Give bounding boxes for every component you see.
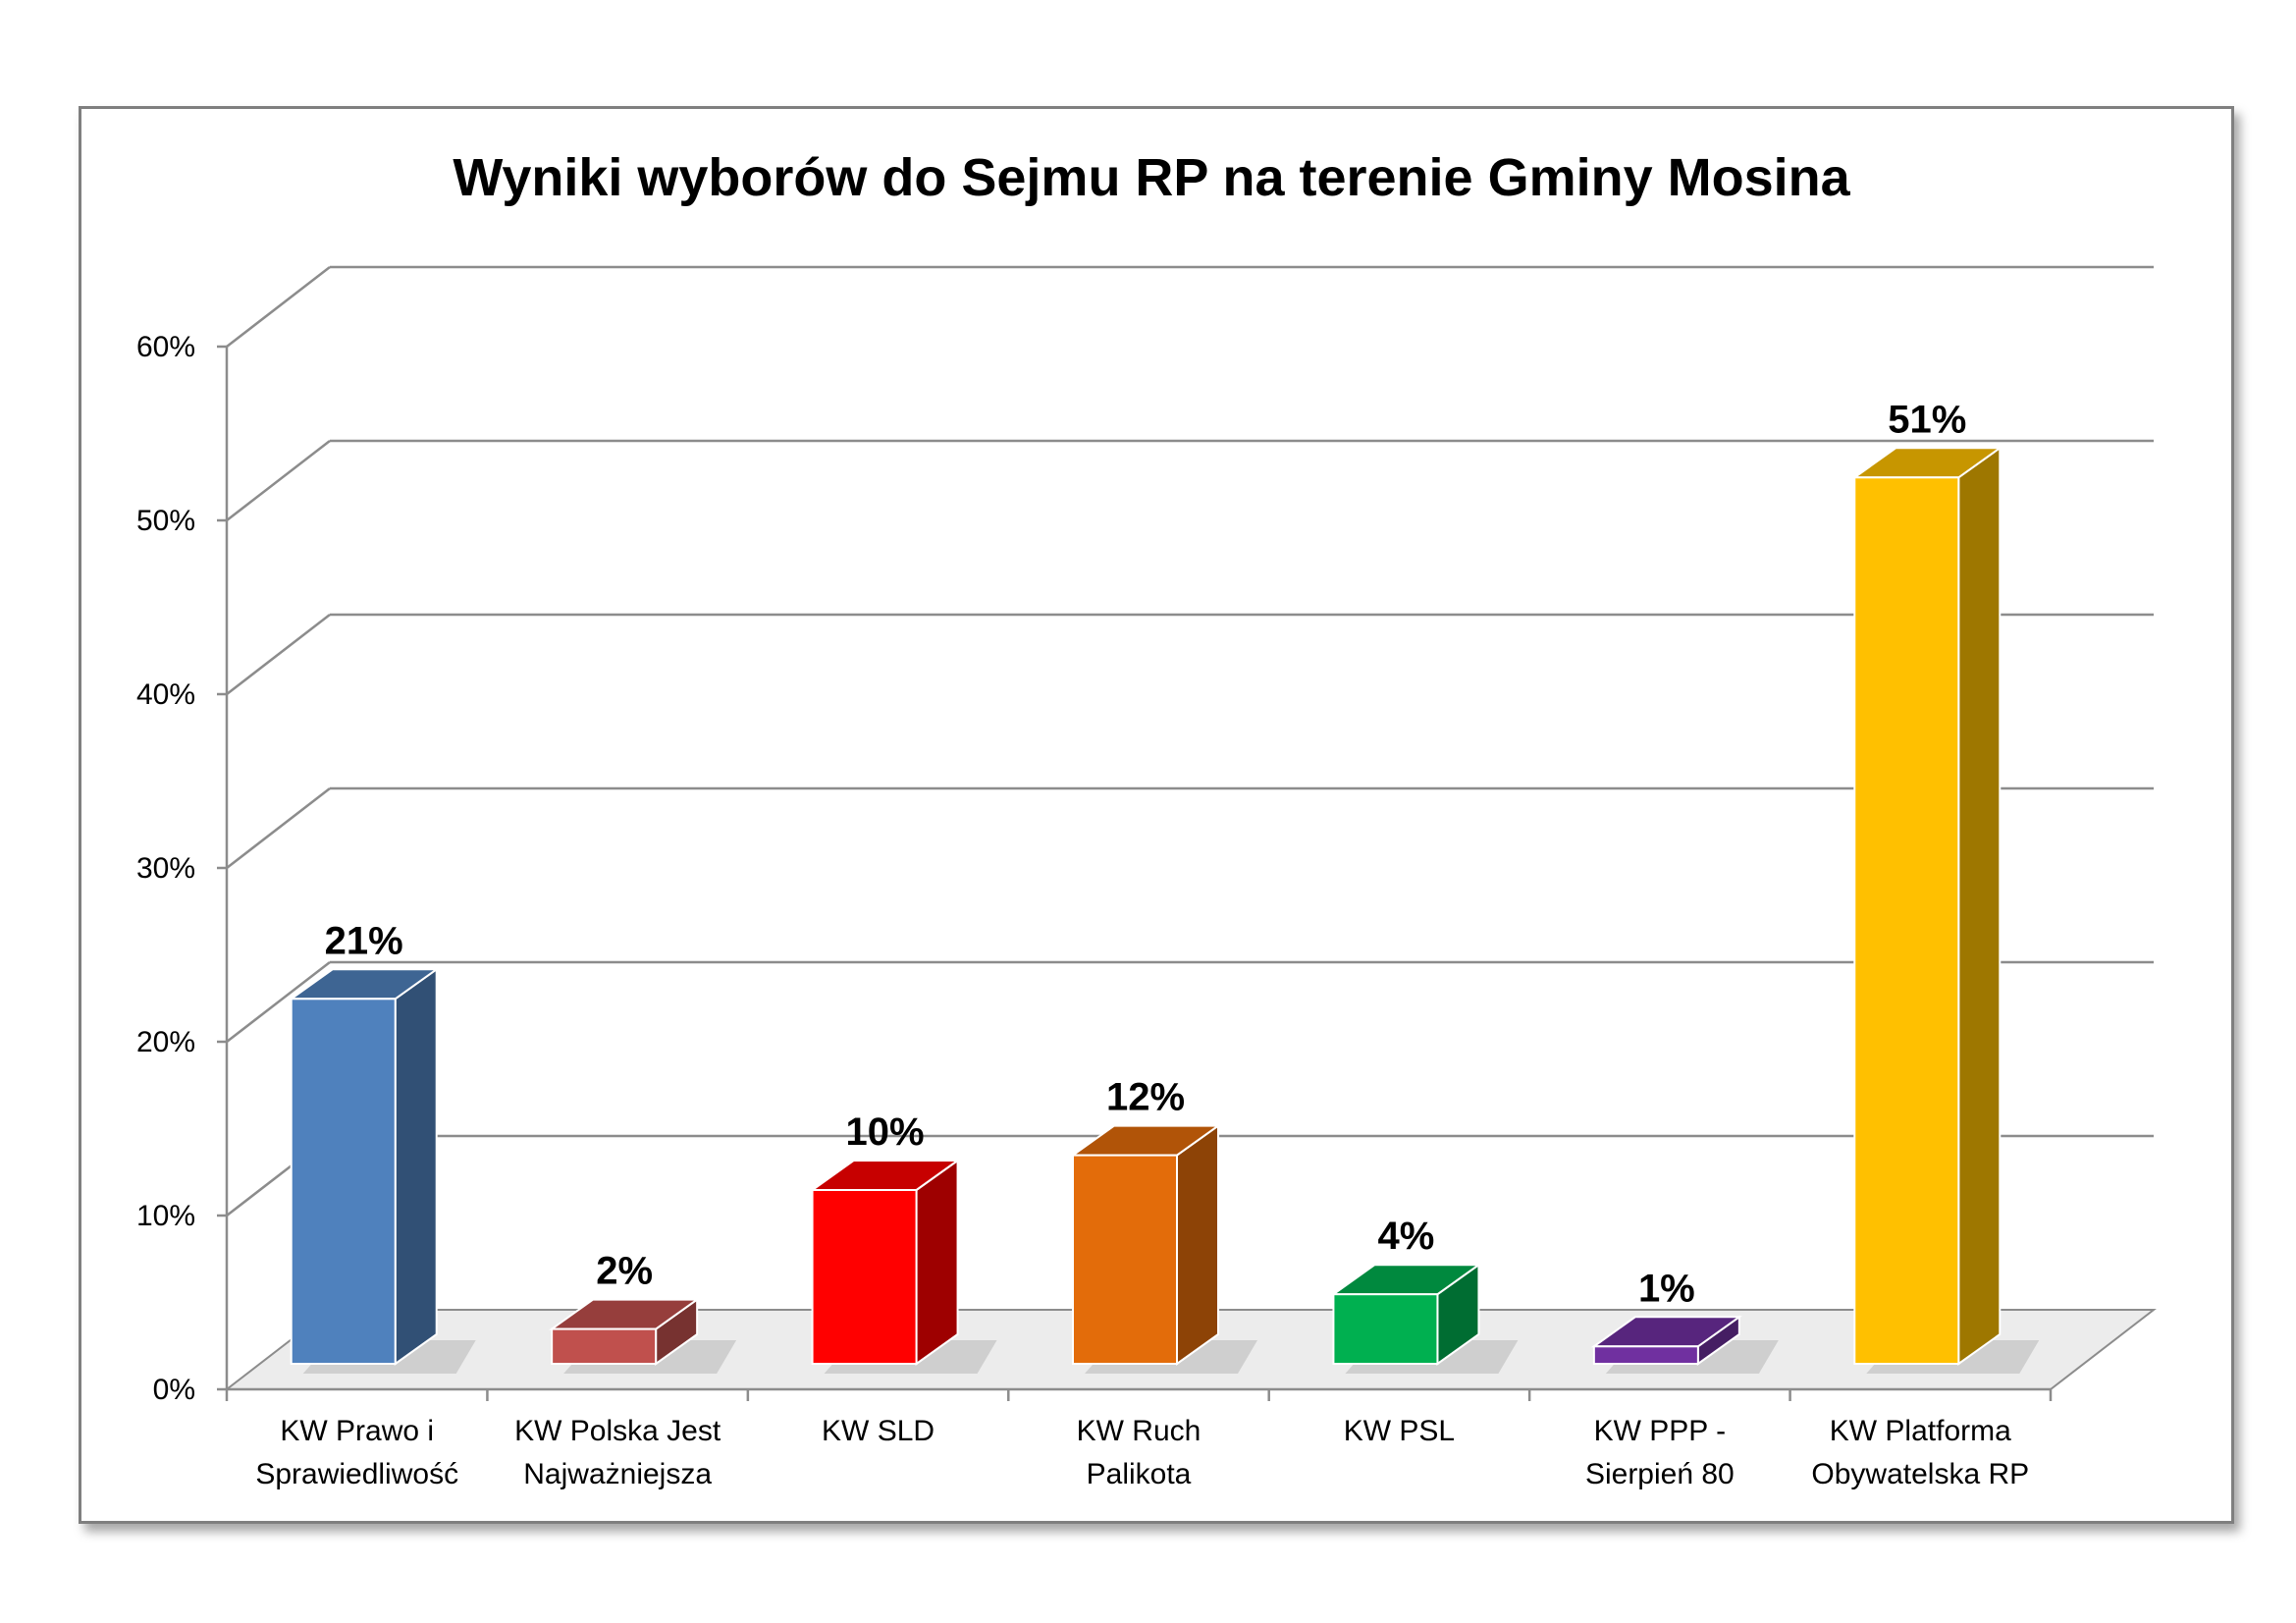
- y-tick-labels: 0% 10% 20% 30% 40% 50% 60%: [136, 331, 195, 1406]
- bar-6: [1590, 1315, 1779, 1374]
- y-tick-label: 20%: [136, 1026, 195, 1058]
- category-label-line: KW SLD: [822, 1415, 934, 1447]
- category-labels: KW Prawo i Sprawiedliwość KW Polska Jest Na…: [255, 1415, 2029, 1490]
- value-label: 51%: [1888, 398, 1966, 441]
- category-label: KW Prawo i Sprawiedliwość: [255, 1415, 458, 1490]
- category-label: KW PSL: [1344, 1415, 1455, 1447]
- category-label: KW Platforma Obywatelska RP: [1811, 1415, 2029, 1490]
- value-label: 1%: [1638, 1267, 1695, 1310]
- category-label-line: Palikota: [1087, 1458, 1192, 1490]
- bar-front: [551, 1327, 658, 1365]
- bars: [288, 446, 2040, 1374]
- bar-2: [549, 1297, 737, 1374]
- bar-3: [809, 1159, 997, 1374]
- bar-chart: 0%10%20%30%40%50%60% 21%2%10%12%4%1%51% …: [136, 148, 2157, 1490]
- category-label-line: KW Platforma: [1830, 1415, 2011, 1447]
- category-label-line: KW Ruch: [1077, 1415, 1201, 1447]
- bar-front: [1592, 1345, 1699, 1366]
- y-tick-label: 60%: [136, 331, 195, 363]
- category-label: KW Ruch Palikota: [1077, 1415, 1201, 1490]
- bar-front: [811, 1189, 918, 1365]
- y-tick-label: 30%: [136, 852, 195, 885]
- y-tick-label: 40%: [136, 678, 195, 711]
- category-label: KW SLD: [822, 1415, 934, 1447]
- y-axis: [217, 345, 229, 1391]
- bar-side: [1957, 446, 2002, 1366]
- category-label-line: KW Polska Jest: [514, 1415, 721, 1447]
- bar-side: [915, 1159, 959, 1366]
- side-wall-gridlines: [226, 266, 331, 1217]
- category-label-line: Najważniejsza: [523, 1458, 712, 1490]
- category-label-line: Sierpień 80: [1585, 1458, 1735, 1490]
- value-label: 4%: [1378, 1215, 1435, 1258]
- category-label-line: Obywatelska RP: [1811, 1458, 2029, 1490]
- value-label: 2%: [596, 1250, 653, 1293]
- value-labels: 21% 2% 10% 12% 4% 1% 51%: [325, 398, 1967, 1310]
- bar-side: [1176, 1123, 1219, 1366]
- bar-front: [1332, 1293, 1439, 1365]
- category-label-line: Sprawiedliwość: [255, 1458, 458, 1490]
- bar-4: [1069, 1123, 1257, 1374]
- bar-1: [288, 967, 476, 1374]
- value-label: 10%: [846, 1110, 925, 1154]
- gridline-side: [226, 787, 331, 869]
- x-axis: [225, 1387, 2053, 1401]
- bar-5: [1330, 1263, 1519, 1374]
- y-tick-label: 10%: [136, 1200, 195, 1232]
- bar-front: [1072, 1154, 1178, 1365]
- value-label: 21%: [325, 919, 403, 962]
- bar-front: [290, 998, 397, 1365]
- gridline-side: [226, 440, 331, 521]
- y-tick-label: 0%: [153, 1374, 195, 1406]
- gridline-side: [226, 614, 331, 695]
- category-label-line: KW PSL: [1344, 1415, 1455, 1447]
- value-label: 12%: [1106, 1076, 1185, 1119]
- bar-7: [1851, 446, 2040, 1374]
- chart-frame: 0% 10% 20% 30% 40% 50% 60% 21% 2% 10% 12% 4% 1% 51% …: [79, 106, 2234, 1524]
- category-label: KW Polska Jest Najważniejsza: [514, 1415, 721, 1490]
- gridline-side: [226, 266, 331, 348]
- bar-side: [394, 967, 438, 1366]
- gridline-side: [226, 961, 331, 1043]
- back-wall-gridlines: [330, 265, 2154, 1138]
- category-label-line: KW Prawo i: [280, 1415, 434, 1447]
- y-tick-label: 50%: [136, 505, 195, 537]
- chart-title: Wyniki wyborów do Sejmu RP na terenie Gm…: [453, 148, 1850, 207]
- category-label-line: KW PPP -: [1594, 1415, 1726, 1447]
- category-label: KW PPP - Sierpień 80: [1585, 1415, 1735, 1490]
- bar-front: [1853, 476, 1960, 1365]
